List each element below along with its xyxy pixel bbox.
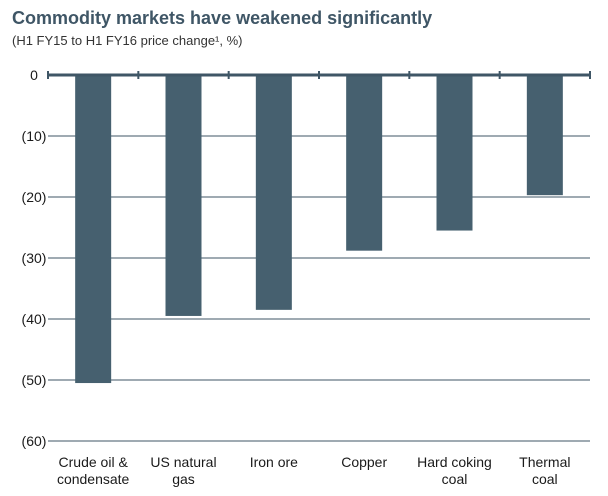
y-tick-labels: 0 (10) (20) (30) (40) (50) (60) bbox=[22, 67, 47, 449]
bar bbox=[346, 75, 383, 251]
y-tick-label: (10) bbox=[22, 128, 47, 144]
bar bbox=[255, 75, 292, 310]
y-tick-label: (50) bbox=[22, 372, 47, 388]
gridlines bbox=[48, 135, 590, 442]
category-label: Hard coking coal bbox=[417, 454, 492, 487]
bar bbox=[526, 75, 563, 196]
bar bbox=[75, 75, 112, 384]
x-axis bbox=[47, 71, 591, 79]
bar bbox=[436, 75, 473, 231]
y-tick-label: (40) bbox=[22, 311, 47, 327]
category-label: Thermal coal bbox=[519, 454, 570, 487]
chart-subtitle: (H1 FY15 to H1 FY16 price change¹, %) bbox=[12, 33, 243, 48]
category-label: US natural gas bbox=[150, 454, 216, 487]
category-label: Crude oil & condensate bbox=[57, 454, 130, 487]
category-label: Copper bbox=[341, 454, 387, 470]
category-labels: Crude oil & condensate US natural gas Iron o… bbox=[57, 454, 571, 487]
bar bbox=[165, 75, 202, 316]
y-tick-label: (60) bbox=[22, 433, 47, 449]
y-tick-label: (20) bbox=[22, 189, 47, 205]
category-label: Iron ore bbox=[250, 454, 298, 470]
bars bbox=[75, 75, 563, 384]
y-tick-label: (30) bbox=[22, 250, 47, 266]
y-tick-label: 0 bbox=[30, 67, 38, 83]
chart-title: Commodity markets have weakened signific… bbox=[12, 8, 433, 28]
